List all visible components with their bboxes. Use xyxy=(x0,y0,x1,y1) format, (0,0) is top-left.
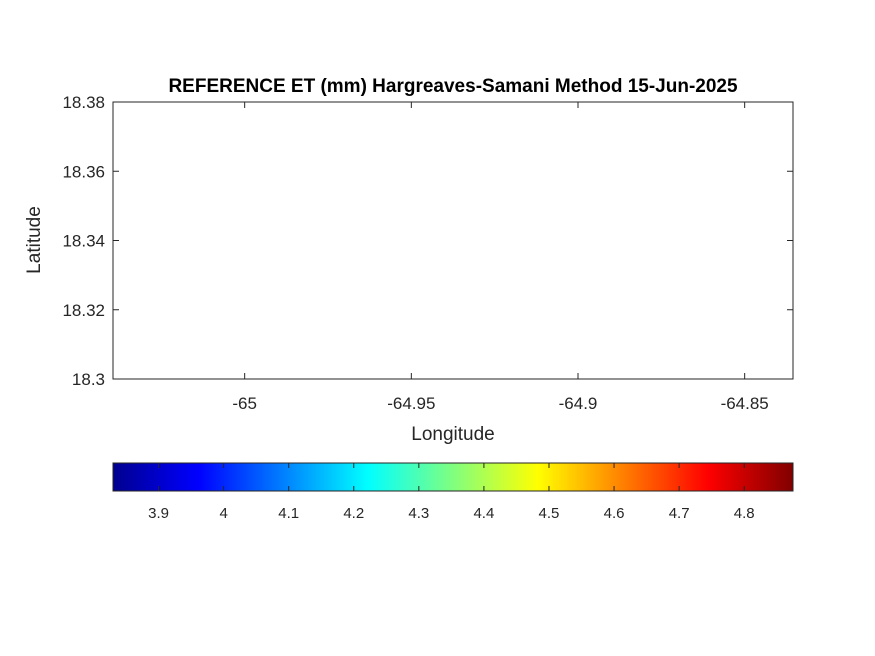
y-axis: 18.3 18.32 18.34 18.36 18.38 xyxy=(62,93,793,389)
y-tick-label: 18.32 xyxy=(62,301,105,320)
colorbar-tick-label: 4 xyxy=(219,505,227,522)
colorbar-tick-label: 4.3 xyxy=(408,505,429,522)
colorbar-tick-label: 4.6 xyxy=(604,505,625,522)
colorbar-tick-label: 4.4 xyxy=(473,505,494,522)
y-tick-label: 18.36 xyxy=(62,162,105,181)
colorbar-tick-label: 3.9 xyxy=(148,505,169,522)
x-axis-label: Longitude xyxy=(411,424,494,445)
y-tick-label: 18.3 xyxy=(72,370,105,389)
x-axis: -65 -64.95 -64.9 -64.85 xyxy=(232,102,769,413)
colorbar-tick-label: 4.8 xyxy=(734,505,755,522)
x-tick-label: -65 xyxy=(232,394,257,413)
chart-title: REFERENCE ET (mm) Hargreaves-Samani Meth… xyxy=(168,76,738,97)
y-axis-label: Latitude xyxy=(24,206,45,274)
x-tick-label: -64.9 xyxy=(559,394,598,413)
y-tick-label: 18.38 xyxy=(62,93,105,112)
plot-area xyxy=(113,102,793,379)
colorbar-tick-label: 4.7 xyxy=(669,505,690,522)
colorbar-tick-label: 4.1 xyxy=(278,505,299,522)
colorbar-tick-label: 4.2 xyxy=(343,505,364,522)
colorbar-ticks: 3.9 4 4.1 4.2 4.3 4.4 4.5 4.6 4.7 4.8 xyxy=(148,463,755,522)
x-tick-label: -64.85 xyxy=(721,394,769,413)
x-tick-label: -64.95 xyxy=(387,394,435,413)
y-tick-label: 18.34 xyxy=(62,232,105,251)
colorbar-tick-label: 4.5 xyxy=(539,505,560,522)
colorbar xyxy=(112,462,794,492)
